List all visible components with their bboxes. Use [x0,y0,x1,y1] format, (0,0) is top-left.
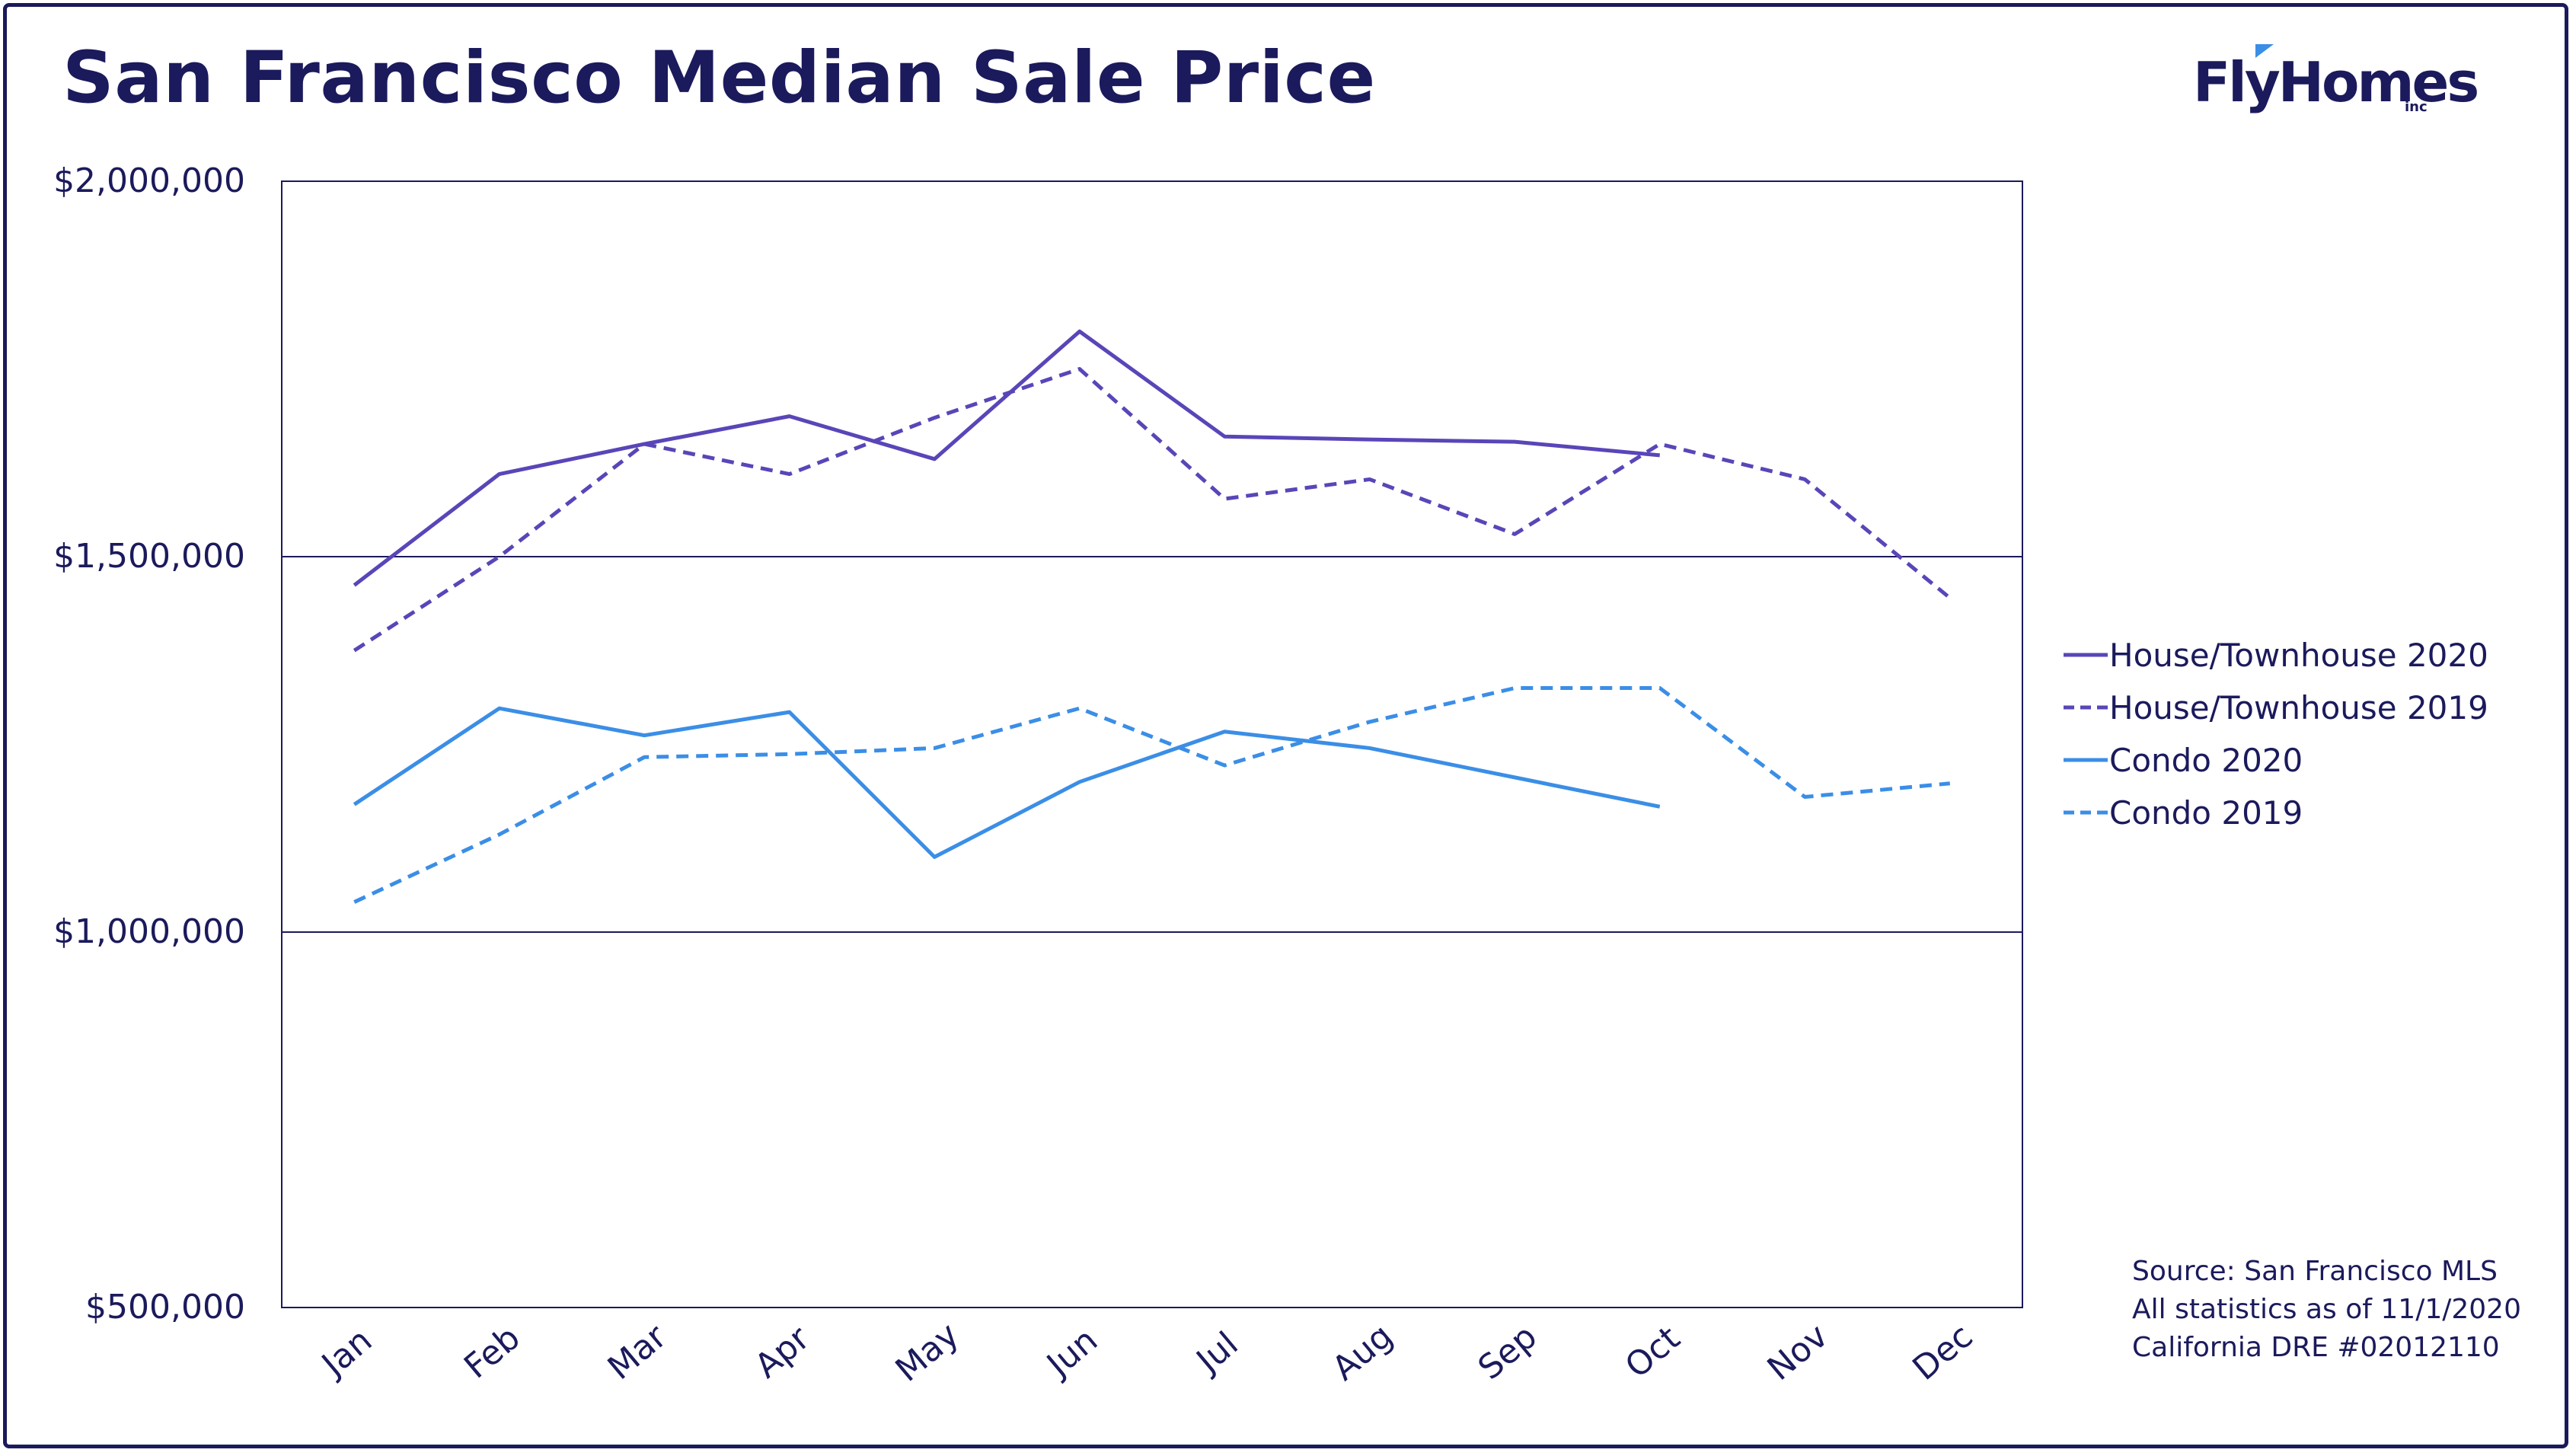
legend-label-2: Condo 2020 [2109,742,2303,779]
series-line-3 [353,686,1950,904]
x-tick-label: Jan [313,1321,379,1386]
x-tick-label: Jul [1188,1324,1246,1381]
stats-date-line: All statistics as of 11/1/2020 [2132,1294,2521,1325]
x-tick-label: Mar [601,1317,675,1387]
legend-label-3: Condo 2019 [2109,794,2303,832]
x-tick-label: Sep [1471,1317,1544,1387]
chart-frame [3,3,2568,1448]
source-line: Source: San Francisco MLS [2132,1256,2498,1287]
flyhomes-logo: FlyHomes inc [2193,44,2479,120]
x-tick-label: Aug [1325,1317,1400,1388]
y-tick-label: $1,500,000 [53,537,245,576]
y-tick-label: $1,000,000 [53,912,245,951]
x-tick-label: Nov [1760,1317,1836,1388]
x-tick-label: Feb [457,1318,527,1386]
logo-text: FlyHomes [2193,50,2479,114]
dre-line: California DRE #02012110 [2132,1332,2500,1363]
x-tick-label: Dec [1905,1317,1980,1388]
series-line-2 [353,706,1661,859]
source-notes: Source: San Francisco MLS All statistics… [2132,1253,2521,1367]
logo-suffix: inc [2405,99,2428,115]
legend-label-0: House/Townhouse 2020 [2109,637,2488,674]
x-tick-label: Apr [748,1318,818,1386]
series-line-1 [353,367,1952,653]
series-line-0 [353,329,1660,587]
x-tick-label: Oct [1618,1319,1687,1386]
chart-title: San Francisco Median Sale Price [62,37,1376,120]
y-tick-label: $500,000 [85,1288,245,1327]
legend-label-1: House/Townhouse 2019 [2109,689,2488,726]
x-tick-label: May [889,1315,966,1390]
plot-area-border [281,180,2023,1308]
y-tick-label: $2,000,000 [53,161,245,200]
logo-flag-icon [2255,44,2274,58]
x-tick-label: Jun [1038,1320,1105,1385]
